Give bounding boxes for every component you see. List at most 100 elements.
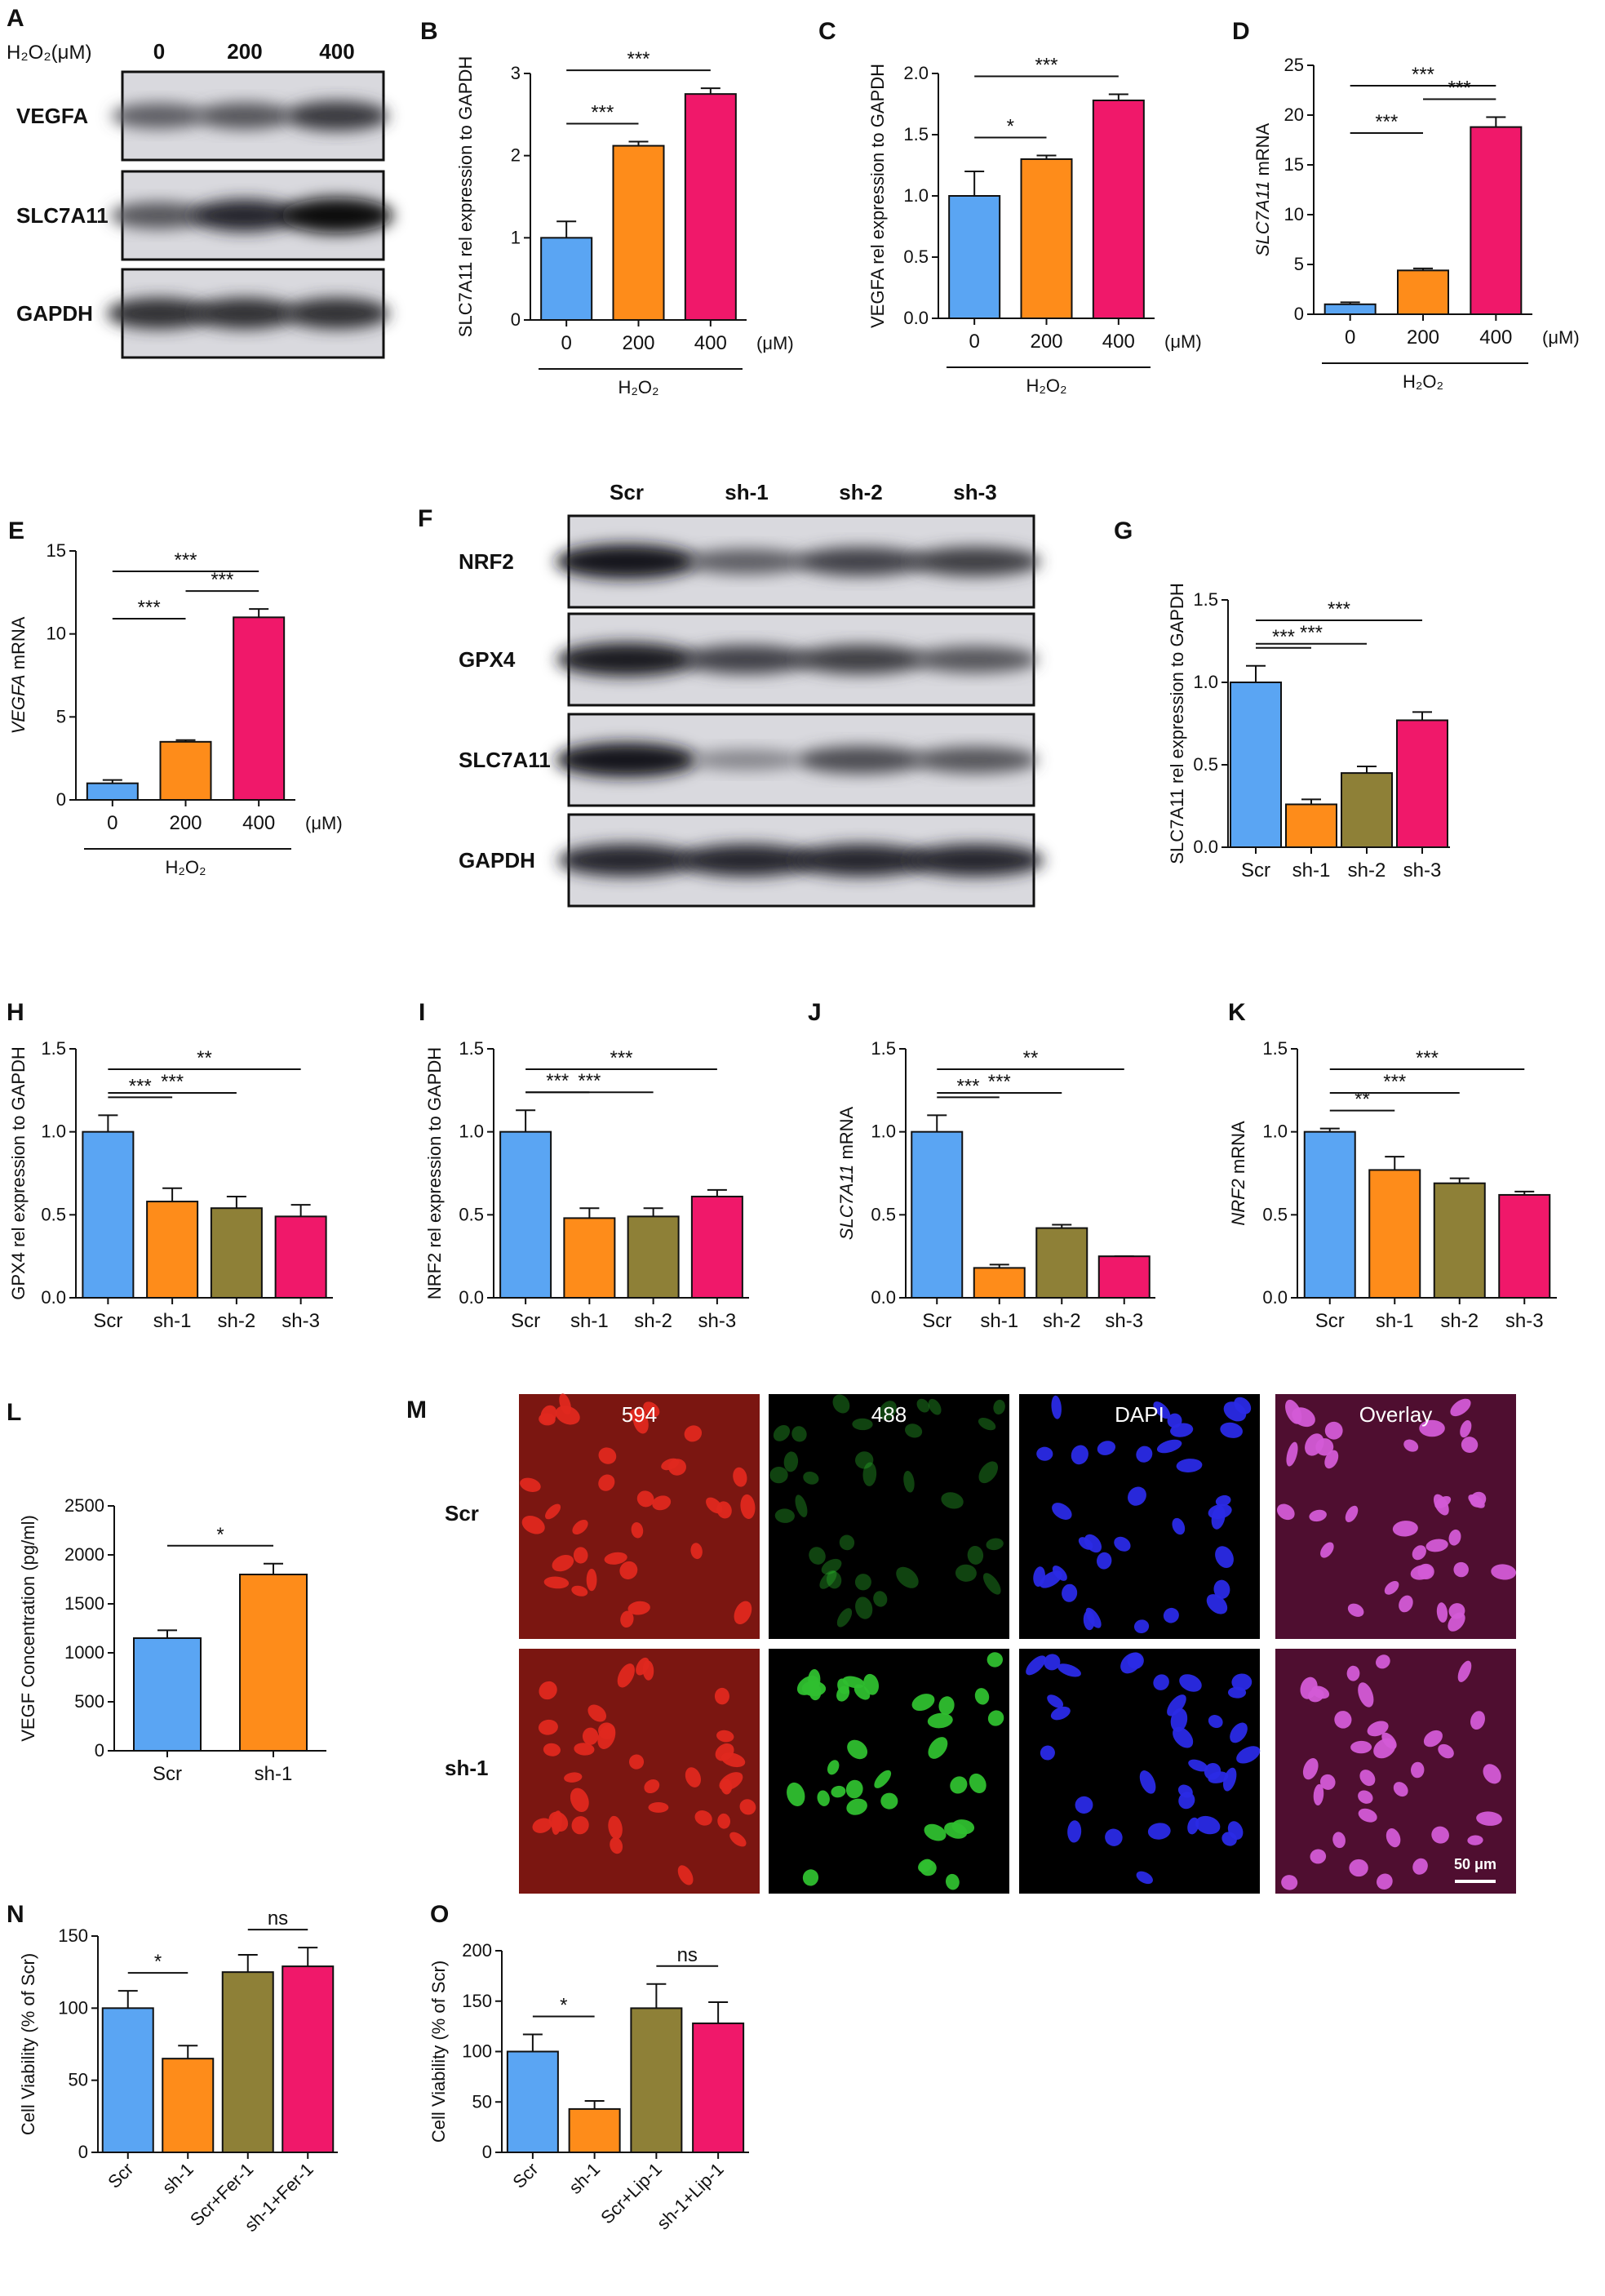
nucleus [706, 1497, 723, 1514]
nucleus [661, 1458, 680, 1471]
nucleus [619, 1561, 638, 1580]
panel-label: M [406, 1397, 427, 1423]
x-tick-label: 200 [622, 332, 654, 354]
nucleus [874, 1770, 892, 1788]
sig-label: ns [677, 1944, 698, 1966]
nucleus [1460, 1419, 1472, 1438]
y-axis-label-gene: SLC7A11 [836, 1165, 857, 1241]
blot-band [191, 199, 299, 232]
nucleus [852, 1418, 873, 1431]
nucleus [1167, 1694, 1186, 1716]
y-tick-label: 1000 [64, 1642, 104, 1663]
nucleus [1423, 1730, 1443, 1748]
nucleus [982, 1573, 1001, 1595]
nucleus [845, 1779, 863, 1799]
nucleus [539, 1413, 556, 1426]
microscopy-column-label: Overlay [1359, 1402, 1433, 1427]
nucleus [587, 1704, 607, 1722]
x-tick-label: sh-3 [698, 1310, 737, 1332]
nucleus [847, 1739, 868, 1760]
nucleus [827, 1760, 840, 1775]
blot-band [677, 844, 816, 877]
blot-band [681, 645, 812, 674]
nucleus [1324, 1421, 1343, 1440]
nucleus [539, 1681, 557, 1700]
nucleus [978, 1418, 996, 1431]
nucleus [1302, 1758, 1319, 1780]
bar [82, 1130, 135, 1299]
nucleus [652, 1495, 672, 1511]
nucleus [1358, 1682, 1374, 1708]
nucleus [879, 1401, 897, 1421]
y-axis-label-rest: mRNA [836, 1106, 857, 1164]
microscopy-background [769, 1394, 1009, 1639]
bar [239, 1574, 308, 1752]
nucleus [716, 1730, 734, 1743]
x-tick-label: 200 [169, 812, 202, 834]
nucleus [1436, 1602, 1448, 1623]
nucleus [1206, 1594, 1228, 1614]
nucleus [642, 1660, 654, 1681]
x-tick-label: Scr [1315, 1310, 1345, 1332]
bar [1396, 719, 1448, 849]
bar [233, 616, 286, 801]
bar [692, 2022, 745, 2153]
nucleus [1127, 1652, 1144, 1669]
bar [568, 2107, 621, 2154]
nucleus [1476, 1811, 1502, 1826]
nucleus [1448, 1529, 1461, 1546]
y-tick-label: 2 [511, 145, 521, 166]
y-axis-label: NRF2 mRNA [1228, 1121, 1248, 1226]
nucleus [950, 1776, 968, 1794]
blot-band [796, 547, 926, 576]
nucleus [1470, 1711, 1485, 1730]
nucleus [873, 1591, 888, 1607]
blot-row-label: GAPDH [16, 301, 93, 326]
microscopy-image: 594 [519, 1393, 760, 1639]
nucleus [1036, 1446, 1053, 1461]
nucleus [644, 1779, 660, 1794]
nucleus [836, 1685, 850, 1702]
sig-label: *** [1375, 111, 1398, 133]
nucleus [855, 1451, 874, 1469]
nucleus [1399, 1595, 1413, 1613]
sig-label: *** [610, 1047, 632, 1069]
x-tick-label: Scr [104, 2159, 137, 2192]
nucleus [1047, 1694, 1064, 1708]
nucleus [1347, 1603, 1364, 1617]
blot-lane-label: 0 [153, 39, 165, 64]
sig-label: *** [988, 1071, 1011, 1093]
microscopy-column-label: 488 [871, 1402, 907, 1427]
nucleus [1393, 1782, 1408, 1797]
nucleus [717, 1813, 731, 1829]
group-label: H₂O₂ [1026, 375, 1066, 396]
nucleus [941, 1492, 964, 1509]
panel-label: F [418, 505, 432, 532]
nucleus [986, 1538, 1004, 1551]
nucleus [1195, 1815, 1221, 1835]
nucleus [1097, 1552, 1112, 1570]
nucleus [1457, 1660, 1472, 1682]
y-tick-label: 2500 [64, 1495, 104, 1516]
blot-band [556, 642, 698, 677]
x-unit: (μM) [1542, 327, 1580, 348]
blot-lane-label: 200 [227, 39, 262, 64]
nucleus [839, 1534, 855, 1551]
nucleus [862, 1462, 877, 1486]
blot-band [690, 749, 803, 771]
microscopy-image [519, 1649, 760, 1894]
nucleus [629, 1408, 647, 1423]
nucleus [739, 1799, 756, 1815]
nucleus [1292, 1407, 1315, 1428]
nucleus [928, 1737, 948, 1759]
nucleus [1358, 1790, 1373, 1804]
bar [1470, 126, 1523, 315]
y-axis-label: NRF2 rel expression to GAPDH [424, 1047, 445, 1299]
x-tick-label: 0 [107, 812, 117, 834]
nucleus [1167, 1413, 1182, 1428]
y-tick-label: 0 [78, 2142, 88, 2162]
blot-a: A H₂O₂(μM) 0 200 400 VEGFA SLC7A11 GAPDH [7, 5, 393, 359]
nucleus [1453, 1561, 1469, 1578]
blot-lane-label: sh-2 [839, 480, 882, 504]
sig-label: *** [1328, 598, 1350, 620]
